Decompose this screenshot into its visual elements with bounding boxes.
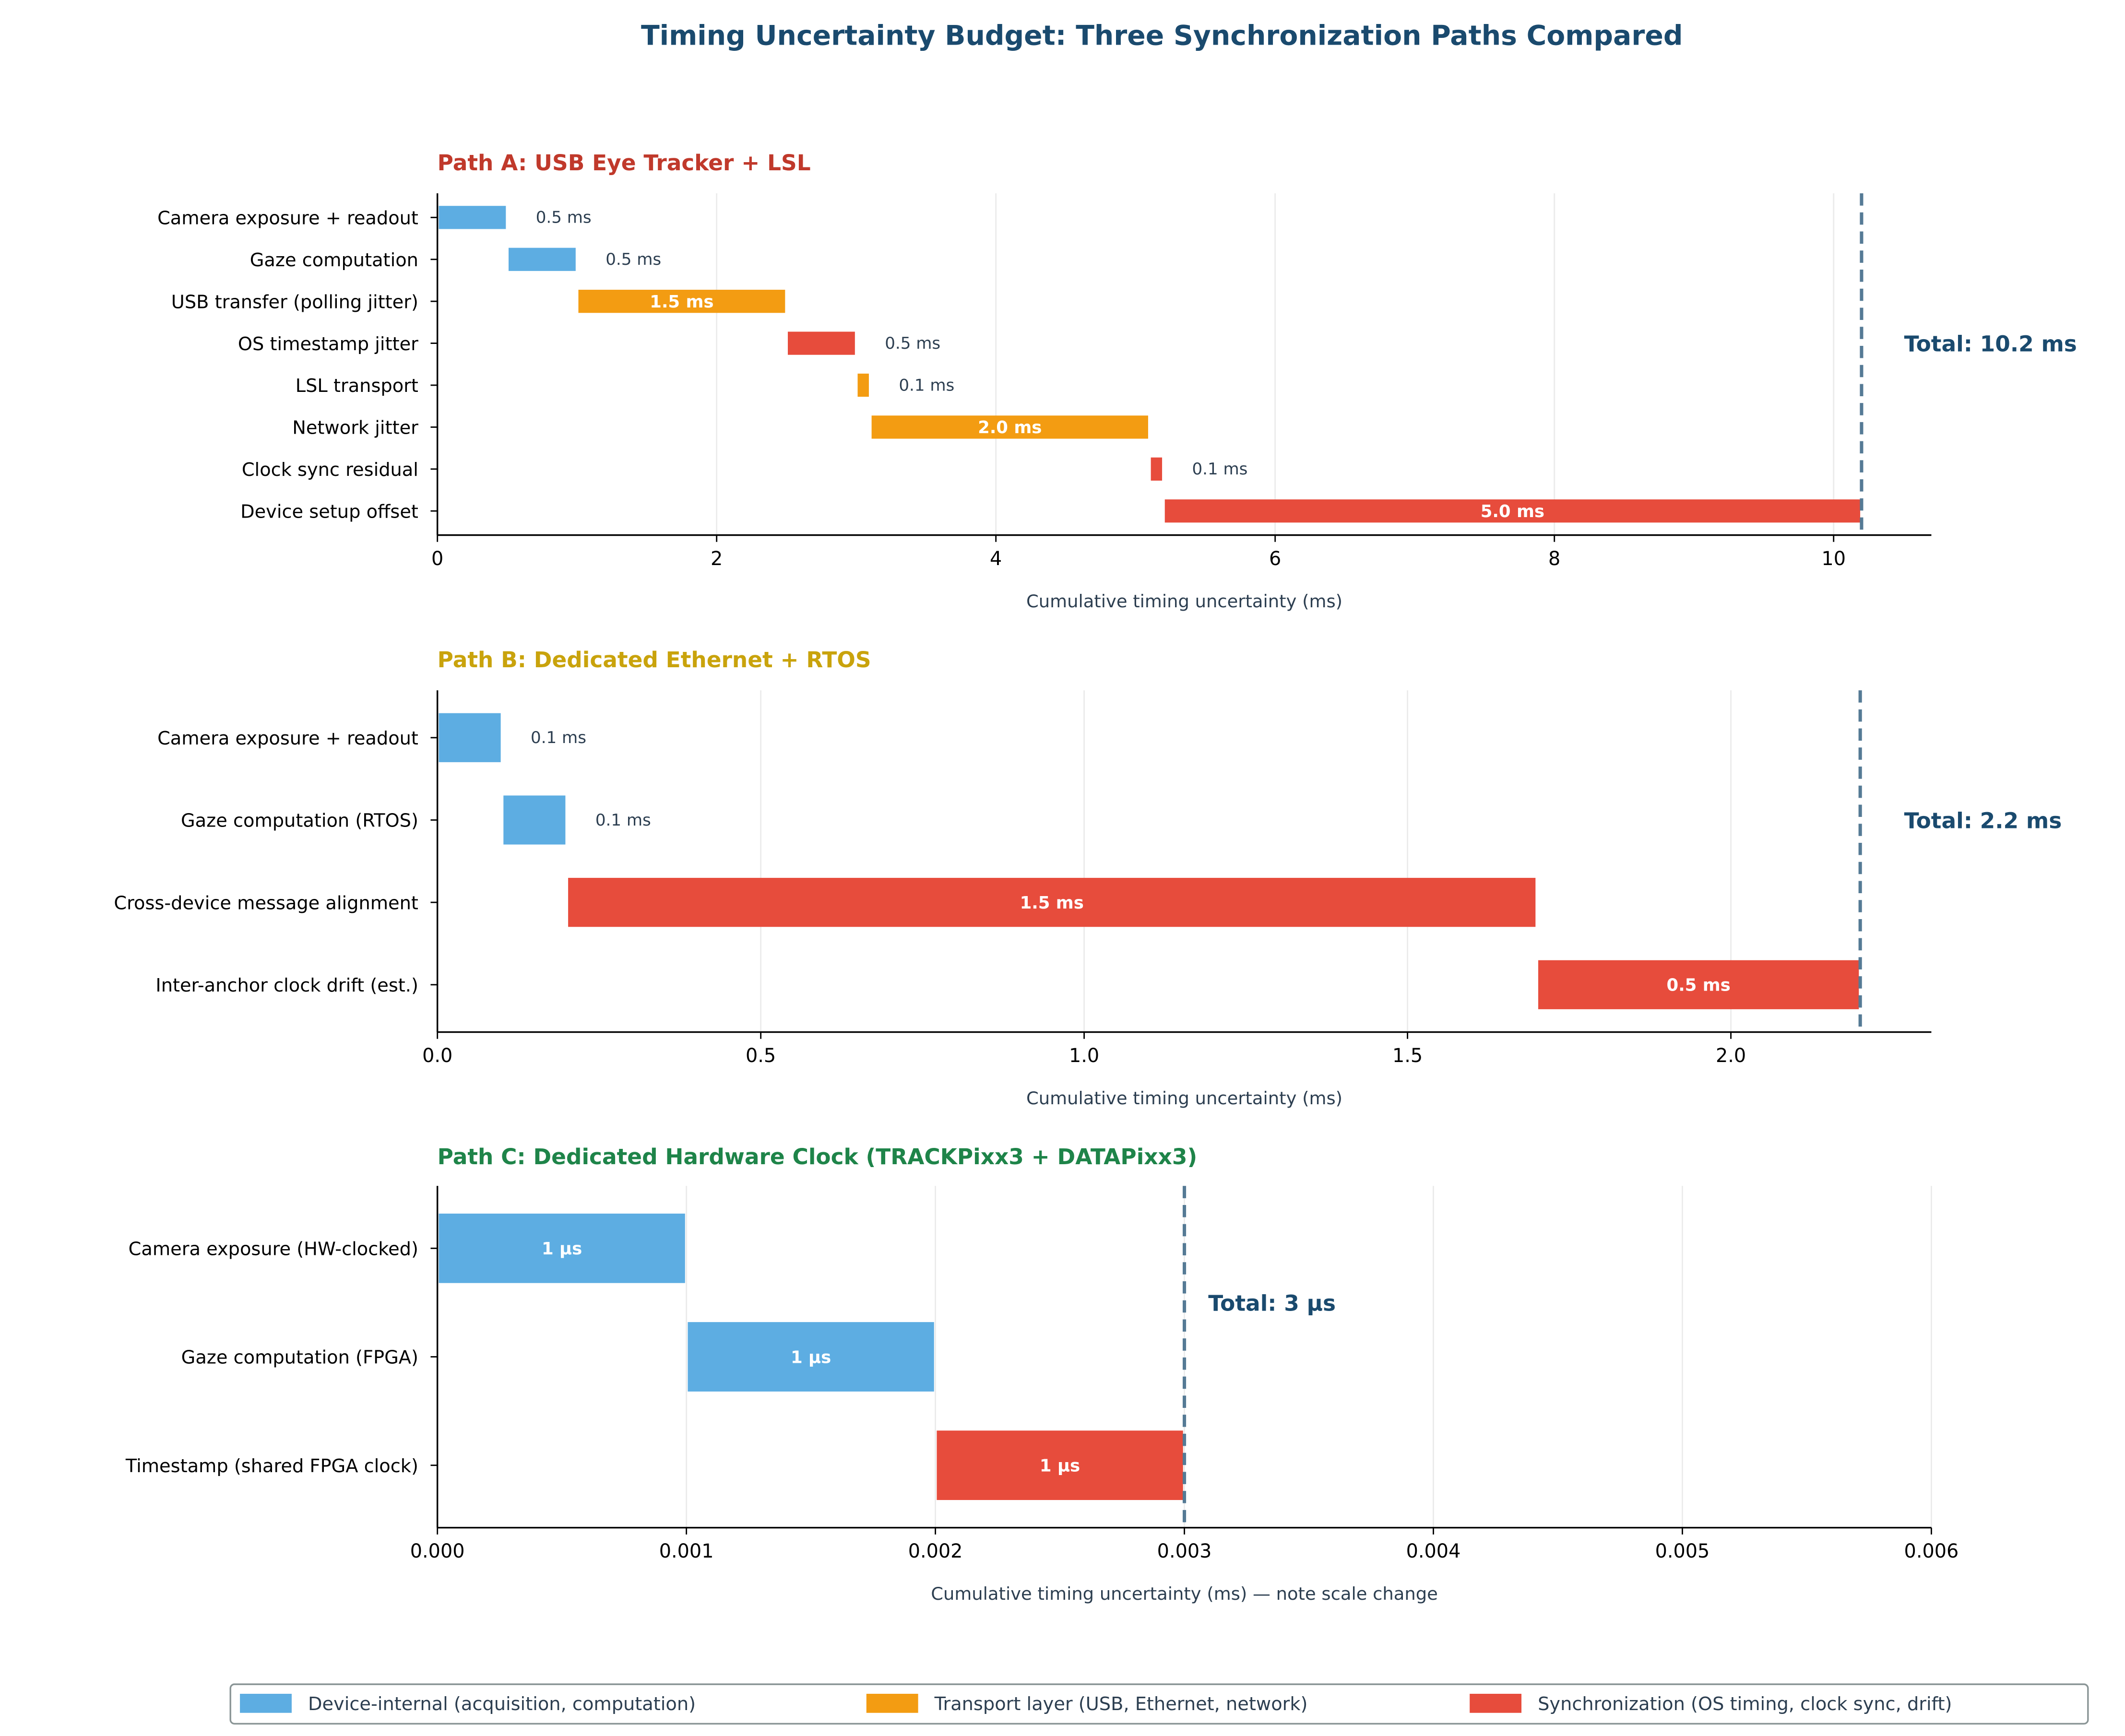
x-tick-label: 0.001 — [659, 1540, 714, 1562]
y-tick-label: Camera exposure + readout — [157, 208, 418, 229]
bar-value-label: 0.1 ms — [899, 376, 954, 395]
bar — [937, 1430, 1183, 1500]
y-tick-label: Device setup offset — [240, 501, 418, 522]
bar — [857, 373, 869, 397]
bar — [509, 248, 576, 271]
x-axis-label: Cumulative timing uncertainty (ms) — not… — [931, 1583, 1438, 1604]
panel-title: Path B: Dedicated Ethernet + RTOS — [438, 647, 871, 673]
total-label: Total: 10.2 ms — [1904, 331, 2077, 357]
panel-title: Path C: Dedicated Hardware Clock (TRACKP… — [438, 1144, 1198, 1169]
x-tick-label: 1.5 — [1392, 1045, 1423, 1067]
x-tick-label: 0.002 — [908, 1540, 963, 1562]
x-axis-label: Cumulative timing uncertainty (ms) — [1026, 1088, 1342, 1109]
legend-label: Synchronization (OS timing, clock sync, … — [1538, 1693, 1952, 1715]
x-tick-label: 4 — [990, 548, 1002, 570]
y-tick-label: LSL transport — [296, 375, 418, 397]
bar — [1151, 457, 1163, 481]
panel-a: Path A: USB Eye Tracker + LSL 0 2 4 6 8 10 Cumu… — [157, 150, 2077, 612]
panel-title: Path A: USB Eye Tracker + LSL — [438, 150, 811, 176]
legend-swatch-transport — [866, 1694, 918, 1713]
bar-value-label: 1.5 ms — [1020, 893, 1084, 913]
x-tick-label: 0.000 — [410, 1540, 465, 1562]
x-tick-label: 2.0 — [1716, 1045, 1746, 1067]
x-tick-label: 0.006 — [1904, 1540, 1959, 1562]
bar — [568, 878, 1536, 927]
total-label: Total: 3 µs — [1208, 1290, 1336, 1316]
x-tick-label: 1.0 — [1069, 1045, 1099, 1067]
bar — [1164, 499, 1861, 523]
x-tick-label: 0 — [431, 548, 443, 570]
x-axis-label: Cumulative timing uncertainty (ms) — [1026, 591, 1342, 612]
bar — [871, 415, 1148, 439]
bar-value-label: 0.5 ms — [885, 334, 940, 353]
bar — [578, 290, 785, 313]
bar — [503, 795, 566, 845]
legend-swatch-device — [240, 1694, 292, 1713]
bar-value-label: 0.5 ms — [605, 250, 661, 269]
bar — [1538, 960, 1859, 1009]
figure-title: Timing Uncertainty Budget: Three Synchro… — [641, 20, 1683, 52]
x-tick-label: 2 — [711, 548, 723, 570]
panel-c: Path C: Dedicated Hardware Clock (TRACKP… — [125, 1144, 1959, 1604]
x-tick-label: 8 — [1548, 548, 1560, 570]
y-tick-label: Network jitter — [292, 417, 418, 439]
legend: Device-internal (acquisition, computatio… — [229, 1683, 2089, 1725]
bar-value-label: 0.1 ms — [531, 728, 586, 747]
legend-label: Device-internal (acquisition, computatio… — [308, 1693, 696, 1715]
bar-value-label: 0.1 ms — [595, 811, 651, 830]
bar — [788, 331, 855, 355]
y-tick-label: Gaze computation (FPGA) — [181, 1347, 418, 1369]
y-tick-label: Camera exposure (HW-clocked) — [129, 1239, 418, 1260]
x-tick-label: 6 — [1269, 548, 1281, 570]
bar-value-label: 1 µs — [791, 1347, 831, 1367]
x-tick-label: 0.004 — [1406, 1540, 1461, 1562]
bar-value-label: 0.5 ms — [536, 208, 592, 227]
y-tick-label: Cross-device message alignment — [114, 892, 418, 914]
y-tick-label: Timestamp (shared FPGA clock) — [125, 1455, 418, 1477]
legend-swatch-sync — [1470, 1694, 1522, 1713]
y-tick-label: USB transfer (polling jitter) — [171, 291, 418, 313]
bar-value-label: 1 µs — [1040, 1456, 1080, 1476]
y-tick-label: Inter-anchor clock drift (est.) — [155, 975, 418, 996]
y-tick-label: Clock sync residual — [242, 459, 418, 481]
panel-b: Path B: Dedicated Ethernet + RTOS 0.0 0.5 1… — [114, 647, 2062, 1109]
bar-value-label: 1.5 ms — [650, 292, 713, 312]
bar-value-label: 0.1 ms — [1192, 460, 1247, 479]
bar — [439, 713, 501, 762]
x-tick-label: 0.5 — [746, 1045, 776, 1067]
total-label: Total: 2.2 ms — [1904, 808, 2062, 834]
bar-value-label: 2.0 ms — [978, 418, 1042, 437]
y-tick-label: Gaze computation (RTOS) — [181, 810, 418, 832]
x-tick-label: 0.0 — [422, 1045, 452, 1067]
y-tick-label: Camera exposure + readout — [157, 728, 418, 749]
bar — [439, 206, 506, 229]
x-tick-label: 0.005 — [1655, 1540, 1710, 1562]
bar-value-label: 1 µs — [542, 1239, 582, 1259]
x-tick-label: 10 — [1821, 548, 1846, 570]
bar — [688, 1322, 934, 1392]
y-tick-label: Gaze computation — [250, 249, 418, 271]
y-tick-label: OS timestamp jitter — [238, 333, 418, 355]
x-tick-label: 0.003 — [1157, 1540, 1212, 1562]
legend-box — [229, 1683, 2089, 1725]
legend-label: Transport layer (USB, Ethernet, network) — [934, 1693, 1308, 1715]
bar-value-label: 0.5 ms — [1667, 976, 1731, 995]
bar — [439, 1213, 685, 1283]
bar-value-label: 5.0 ms — [1481, 502, 1544, 521]
